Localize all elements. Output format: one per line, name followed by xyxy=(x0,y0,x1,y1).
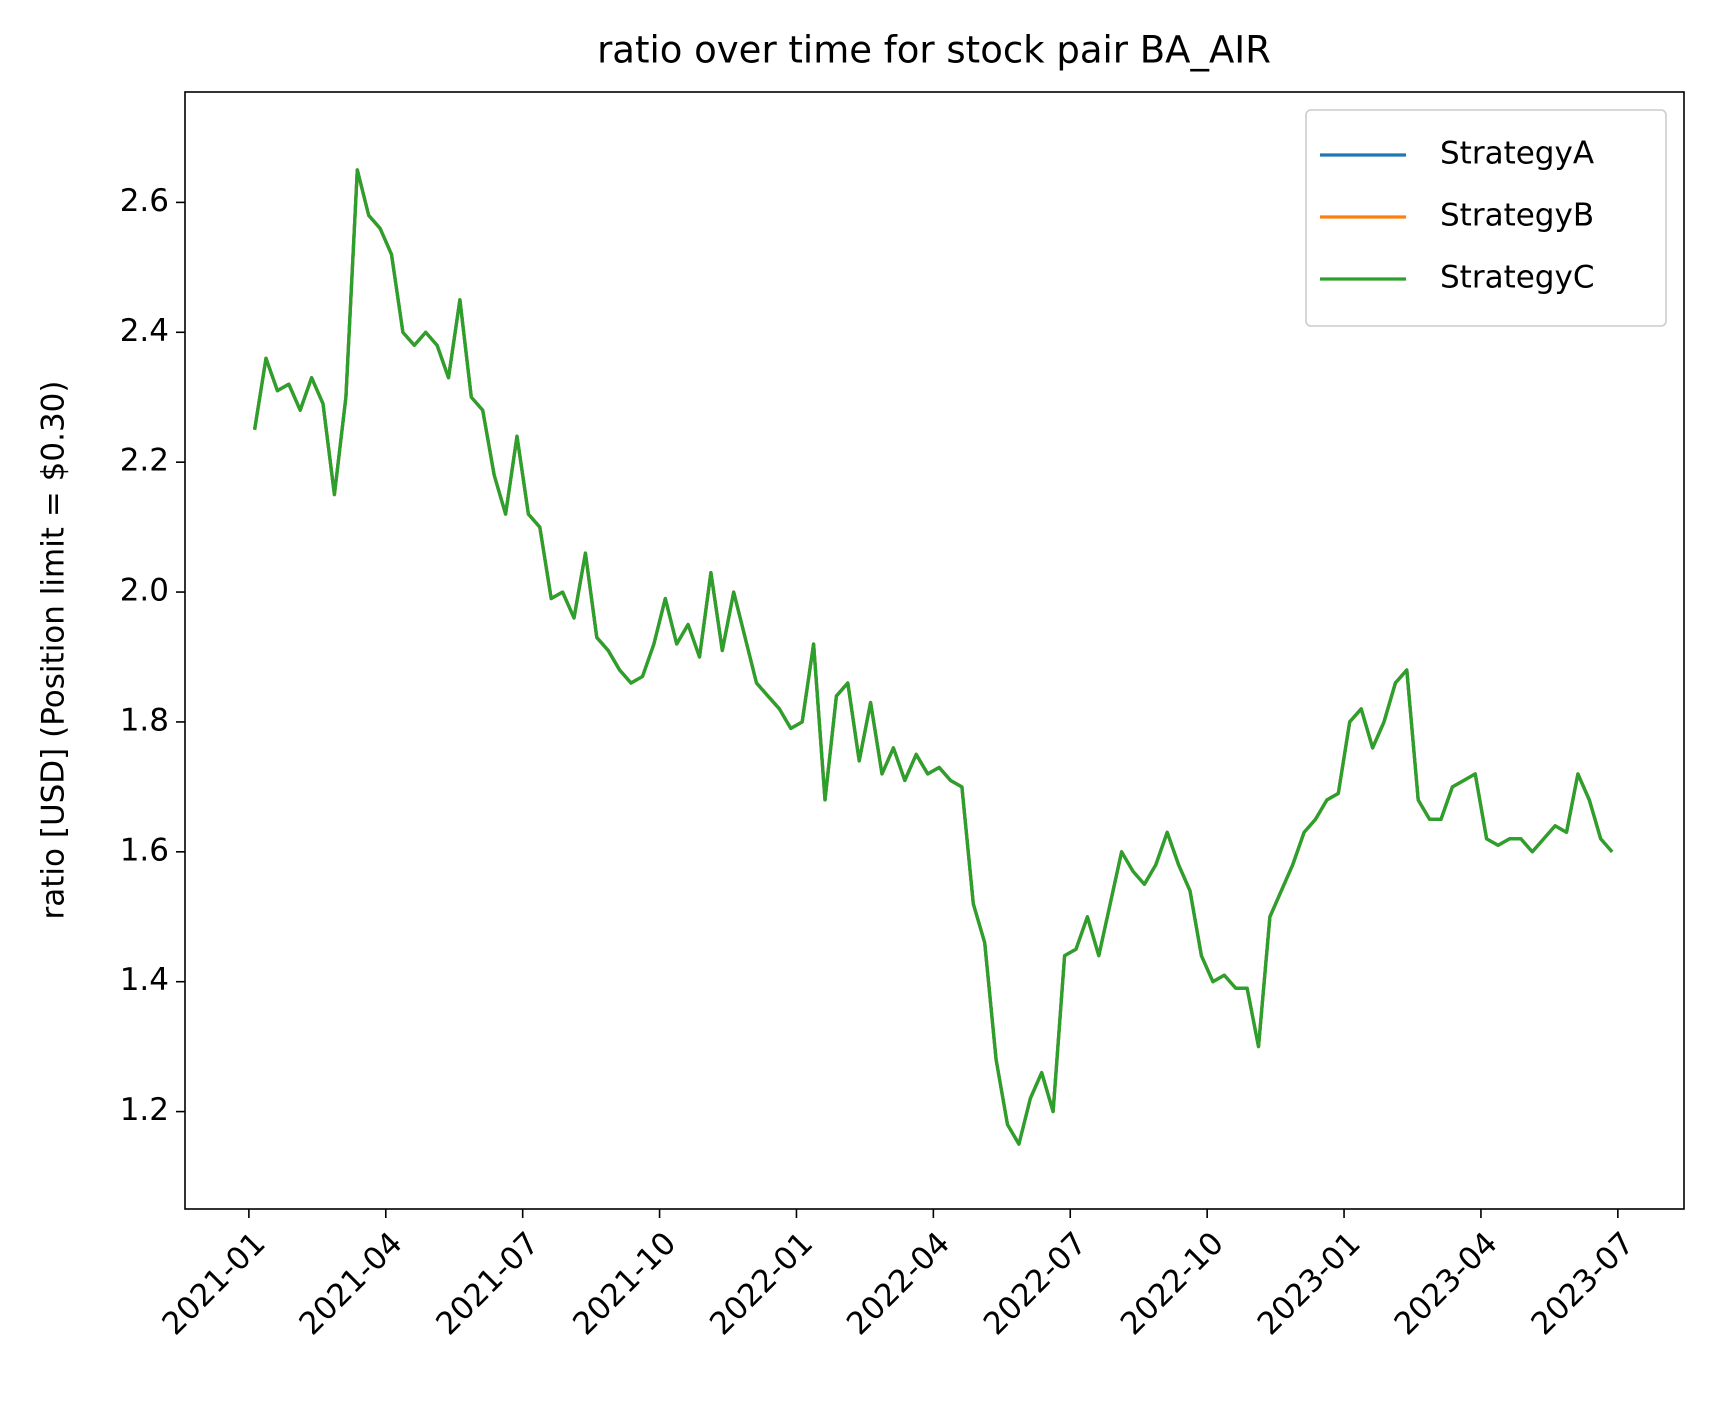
legend-label: StrategyA xyxy=(1440,136,1594,172)
legend: StrategyA StrategyB StrategyC xyxy=(1305,109,1667,327)
y-tick-label: 2.0 xyxy=(120,573,169,609)
chart-title: ratio over time for stock pair BA_AIR xyxy=(597,29,1271,72)
y-tick-label: 1.4 xyxy=(120,962,169,998)
y-tick-label: 1.8 xyxy=(120,702,169,738)
y-tick-label: 2.6 xyxy=(120,183,169,219)
data-line xyxy=(252,168,1614,1146)
y-tick-label: 1.6 xyxy=(120,832,169,868)
plot-frame xyxy=(184,91,1685,1210)
y-tick-label: 2.4 xyxy=(120,313,169,349)
y-tick-label: 2.2 xyxy=(120,443,169,479)
y-axis-label: ratio [USD] (Position limit = $0.30) xyxy=(36,381,72,920)
legend-label: StrategyC xyxy=(1440,260,1594,296)
legend-box xyxy=(1305,109,1667,327)
y-tick-label: 1.2 xyxy=(120,1092,169,1128)
legend-label: StrategyB xyxy=(1440,198,1594,234)
